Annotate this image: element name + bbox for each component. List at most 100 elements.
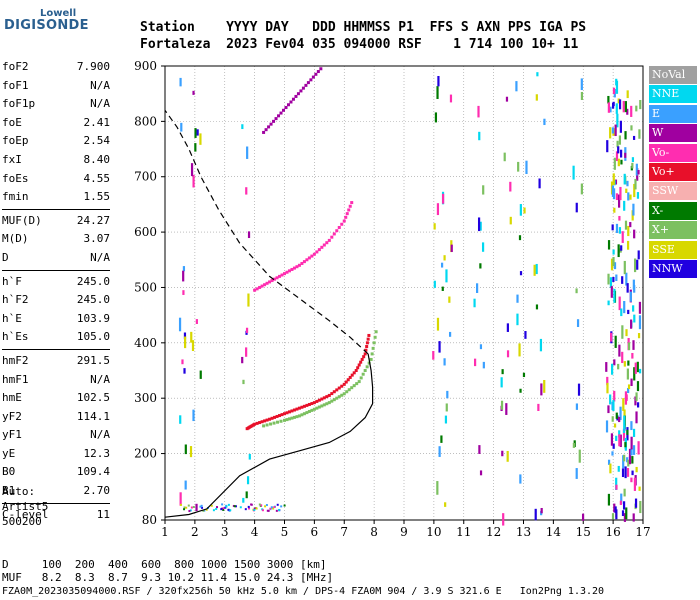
echo-point bbox=[300, 261, 304, 265]
noise-mark bbox=[242, 379, 245, 385]
noise-mark bbox=[625, 394, 628, 401]
echo-point bbox=[342, 219, 346, 223]
echo-point bbox=[265, 423, 269, 427]
param-name: yF1 bbox=[2, 428, 22, 442]
y-tick-label: 500 bbox=[134, 280, 157, 294]
noise-mark bbox=[432, 351, 435, 360]
noise-mark bbox=[635, 411, 638, 424]
param-value: 109.4 bbox=[76, 465, 110, 479]
echo-point bbox=[369, 357, 373, 361]
echo-point bbox=[332, 398, 336, 402]
noise-mark bbox=[614, 179, 618, 185]
noise-mark bbox=[605, 362, 608, 372]
noise-mark bbox=[540, 507, 543, 514]
noise-mark bbox=[611, 224, 614, 231]
param-row: foEs 4.55 bbox=[2, 170, 110, 189]
param-name: foF2 bbox=[2, 60, 29, 73]
noise-mark bbox=[617, 146, 620, 154]
noise-mark bbox=[613, 288, 616, 303]
echo-point bbox=[263, 283, 267, 287]
x-tick-label: 7 bbox=[340, 525, 348, 539]
noise-mark bbox=[626, 468, 630, 477]
noise-mark bbox=[609, 277, 613, 289]
param-name: B1 bbox=[2, 484, 16, 498]
legend-ssw: SSW bbox=[649, 182, 697, 201]
noise-mark bbox=[535, 94, 538, 101]
echo-point bbox=[317, 405, 321, 409]
noise-mark bbox=[519, 271, 523, 276]
noise-mark bbox=[638, 129, 641, 139]
echo-point bbox=[277, 114, 281, 118]
noise-mark bbox=[630, 436, 633, 450]
es-trace-mark bbox=[269, 507, 272, 510]
echo-point bbox=[348, 375, 352, 379]
noise-mark bbox=[619, 120, 622, 133]
noise-mark bbox=[626, 108, 629, 115]
param-value: 245.0 bbox=[76, 293, 110, 307]
noise-mark bbox=[618, 344, 621, 357]
noise-mark bbox=[625, 188, 628, 194]
noise-mark bbox=[636, 192, 640, 199]
echo-point bbox=[348, 204, 352, 208]
x-tick-label: 12 bbox=[486, 525, 501, 539]
echo-point bbox=[283, 412, 286, 416]
noise-mark bbox=[629, 222, 632, 228]
echo-point bbox=[337, 395, 341, 399]
es-trace-mark bbox=[188, 510, 191, 513]
auto-code: 500200 bbox=[2, 515, 42, 528]
echo-point bbox=[275, 414, 279, 418]
noise-mark bbox=[632, 428, 636, 437]
echo-point bbox=[327, 401, 331, 405]
noise-mark bbox=[539, 338, 543, 352]
noise-mark bbox=[634, 498, 638, 508]
echo-point bbox=[272, 119, 276, 123]
noise-mark bbox=[626, 429, 629, 435]
noise-mark bbox=[577, 383, 581, 396]
echo-point bbox=[350, 201, 354, 205]
echo-point bbox=[253, 422, 257, 426]
noise-mark bbox=[607, 405, 610, 414]
echo-point bbox=[344, 215, 348, 219]
x-tick-label: 6 bbox=[311, 525, 319, 539]
es-trace-mark bbox=[280, 505, 283, 508]
param-value: 245.0 bbox=[76, 274, 110, 288]
noise-mark bbox=[438, 446, 441, 457]
noise-mark bbox=[618, 430, 621, 438]
param-value: N/A bbox=[90, 372, 110, 386]
echo-point bbox=[285, 270, 289, 274]
noise-mark bbox=[607, 300, 610, 306]
noise-mark bbox=[440, 262, 444, 268]
param-row: fxI 8.40 bbox=[2, 151, 110, 170]
param-row: h`F 245.0 bbox=[2, 273, 110, 292]
noise-mark bbox=[195, 319, 198, 324]
noise-mark bbox=[190, 331, 193, 343]
noise-mark bbox=[629, 291, 632, 302]
legend-e: E bbox=[649, 104, 697, 123]
noise-mark bbox=[436, 317, 440, 331]
param-name: foEp bbox=[2, 134, 29, 148]
echo-point bbox=[364, 348, 368, 352]
noise-mark bbox=[622, 501, 626, 510]
noise-mark bbox=[612, 101, 615, 107]
echo-point bbox=[287, 410, 291, 414]
es-trace-mark bbox=[234, 505, 237, 508]
noise-mark bbox=[614, 335, 617, 348]
echo-point bbox=[357, 363, 361, 367]
noise-mark bbox=[247, 293, 250, 307]
noise-mark bbox=[618, 135, 622, 145]
noise-mark bbox=[617, 98, 620, 104]
noise-mark bbox=[626, 457, 629, 463]
noise-mark bbox=[619, 406, 622, 421]
echo-point bbox=[352, 371, 356, 375]
plot-frame bbox=[164, 65, 644, 521]
noise-mark bbox=[606, 376, 609, 386]
noise-mark bbox=[184, 444, 187, 455]
echo-point bbox=[280, 413, 284, 417]
y-tick-label: 400 bbox=[134, 336, 157, 350]
noise-mark bbox=[611, 127, 614, 134]
noise-mark bbox=[618, 99, 622, 110]
echo-point bbox=[295, 407, 299, 411]
noise-mark bbox=[615, 274, 618, 281]
noise-mark bbox=[607, 95, 610, 104]
